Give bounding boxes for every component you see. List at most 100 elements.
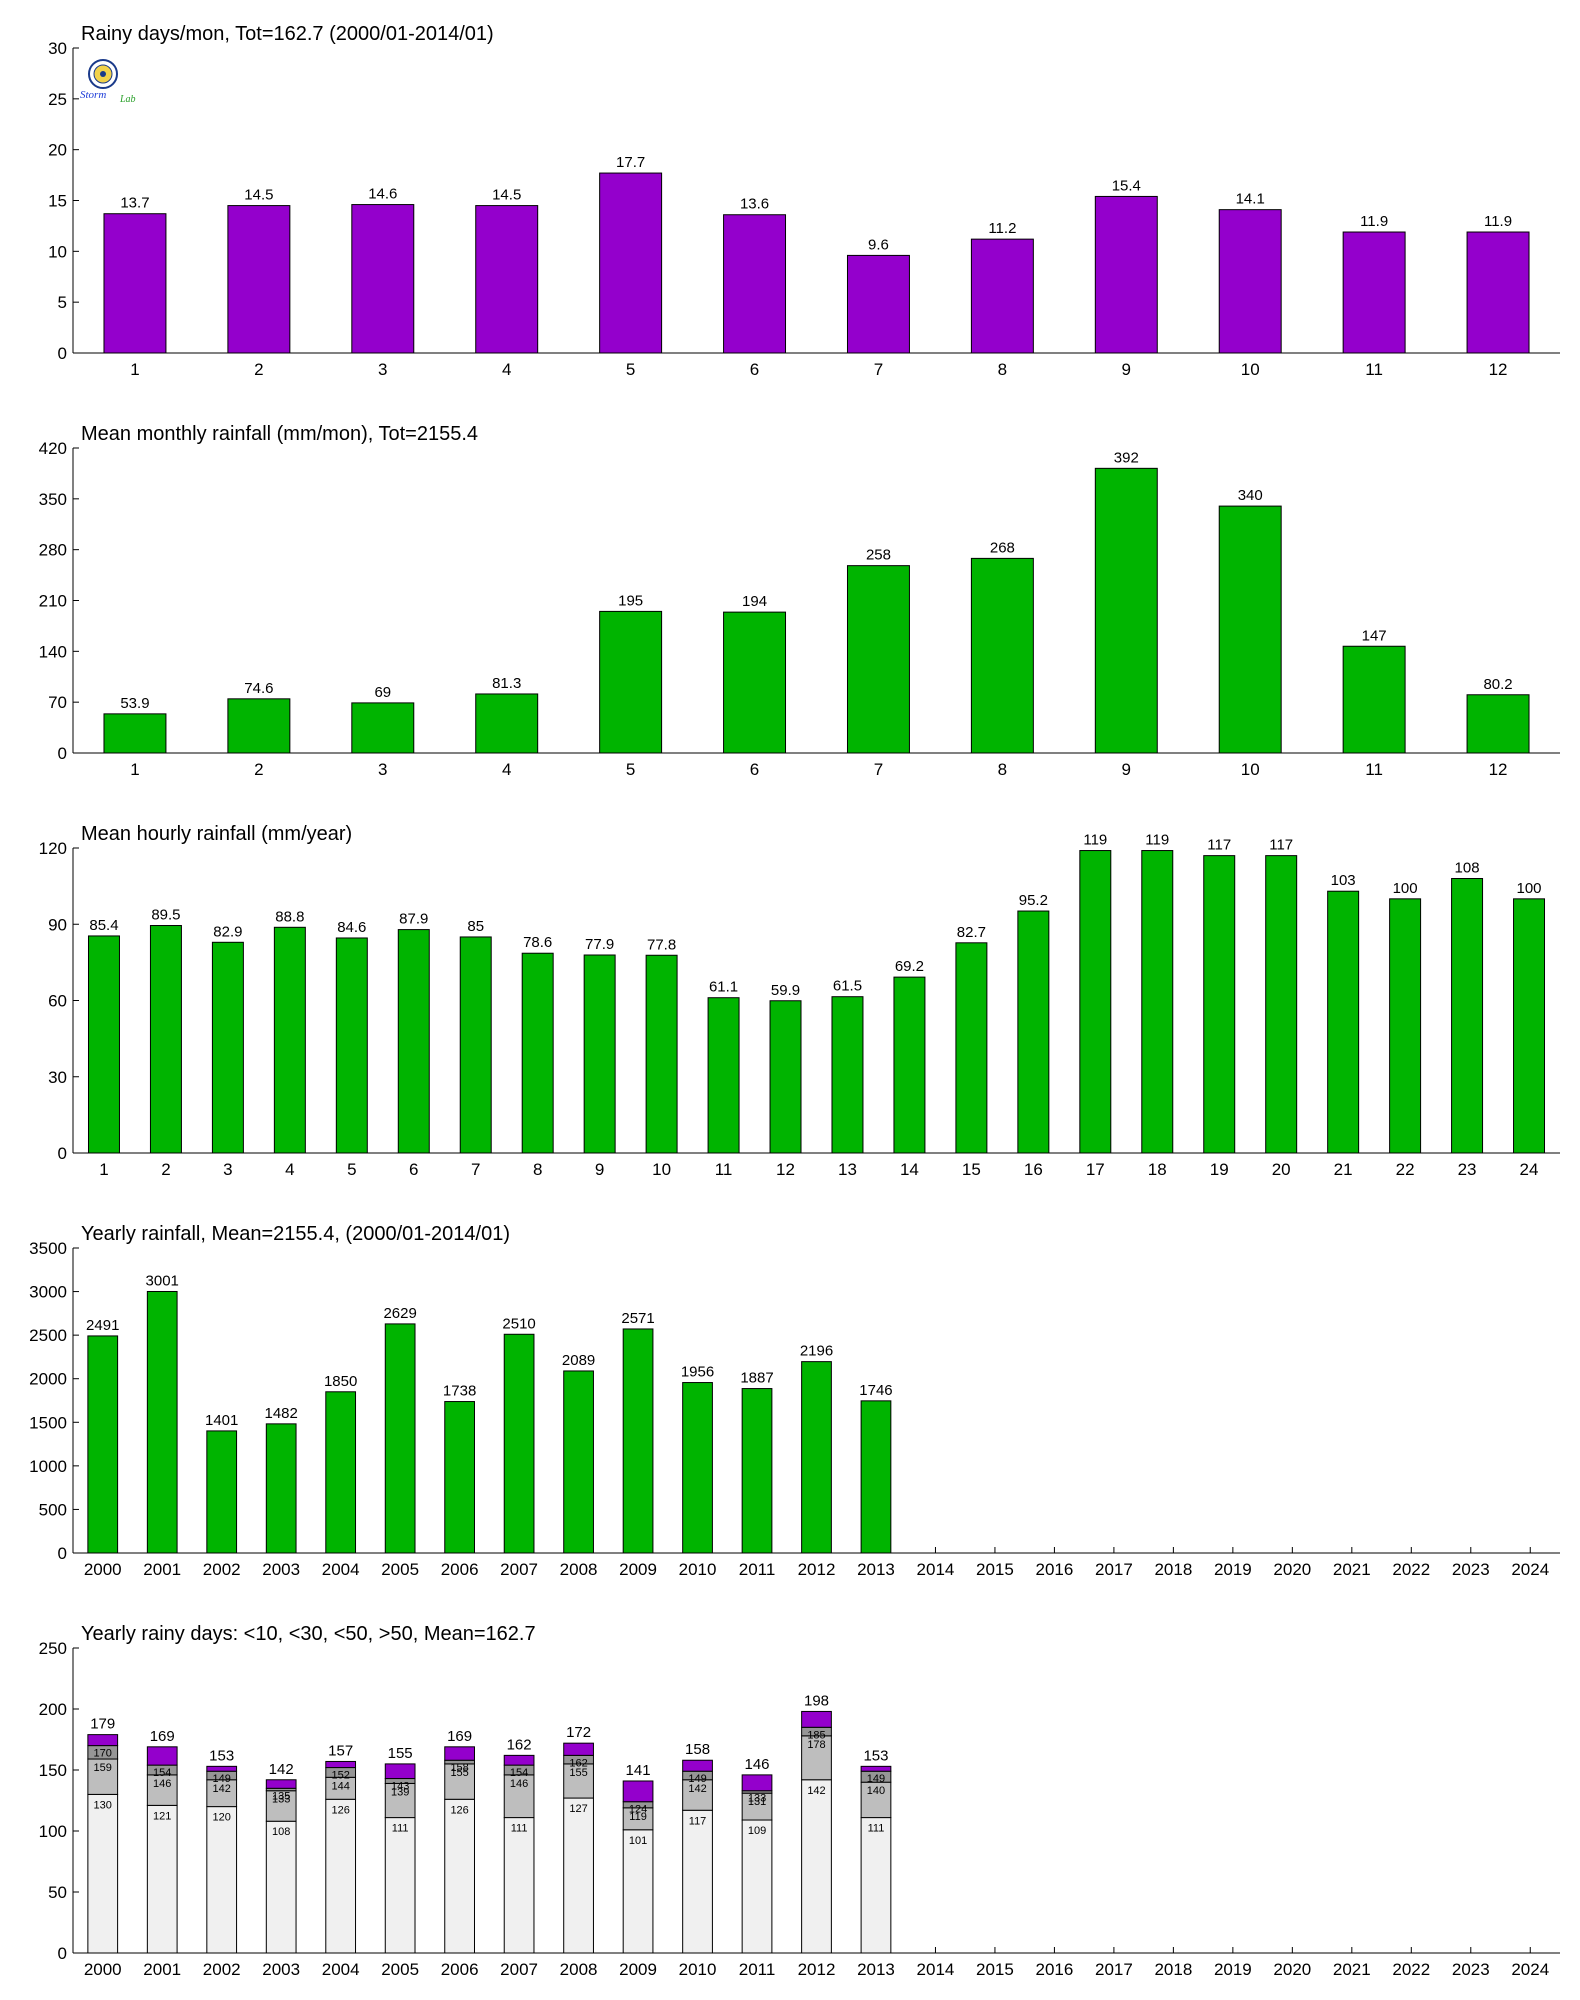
x-tick-label: 13 (838, 1160, 857, 1179)
x-tick-label: 2010 (679, 1960, 717, 1979)
bar (1203, 855, 1236, 1154)
y-tick-label: 25 (48, 90, 67, 109)
bar (265, 1423, 297, 1554)
chart-title: Mean hourly rainfall (mm/year) (81, 823, 352, 845)
x-tick-label: 22 (1396, 1160, 1415, 1179)
x-tick-label: 11 (1365, 760, 1383, 779)
bar (1218, 505, 1282, 754)
bar-total-label: 162 (507, 1736, 532, 1753)
x-tick-label: 2012 (798, 1560, 836, 1579)
chart-title: Yearly rainy days: <10, <30, <50, >50, M… (81, 1623, 536, 1645)
segment-label: 139 (391, 1786, 409, 1798)
bar-value-label: 11.9 (1360, 213, 1388, 230)
x-tick-label: 20 (1272, 1160, 1291, 1179)
bar (1342, 645, 1406, 754)
y-tick-label: 200 (39, 1700, 67, 1719)
bar (1513, 898, 1546, 1154)
bar-value-label: 2491 (86, 1317, 119, 1334)
bar-value-label: 1850 (324, 1373, 357, 1390)
bar-value-label: 53.9 (120, 695, 149, 712)
y-tick-label: 350 (39, 490, 67, 509)
bar-value-label: 2196 (800, 1343, 833, 1360)
bar-value-label: 81.3 (492, 675, 521, 692)
stack-segment-4 (206, 1765, 238, 1772)
x-tick-label: 2016 (1036, 1960, 1074, 1979)
x-tick-label: 2014 (917, 1960, 955, 1979)
segment-label: 149 (688, 1773, 706, 1785)
bar-value-label: 13.6 (740, 196, 769, 213)
bar-total-label: 157 (328, 1742, 353, 1759)
bar-value-label: 88.8 (275, 908, 304, 925)
bar-value-label: 77.8 (647, 936, 676, 953)
bar (335, 937, 368, 1154)
segment-label: 146 (510, 1778, 528, 1790)
bar-value-label: 119 (1145, 832, 1169, 849)
x-tick-label: 4 (502, 760, 511, 779)
bar-value-label: 100 (1393, 880, 1418, 897)
x-tick-label: 2023 (1452, 1960, 1490, 1979)
segment-label: 135 (272, 1790, 290, 1802)
stack-segment-2 (146, 1774, 178, 1806)
bar (893, 976, 926, 1154)
chart-2: Mean monthly rainfall (mm/mon), Tot=2155… (39, 423, 1560, 779)
bar-value-label: 1738 (443, 1383, 476, 1400)
stack-segment-4 (87, 1734, 119, 1747)
bar-value-label: 108 (1455, 860, 1480, 877)
bar-value-label: 95.2 (1019, 892, 1048, 909)
bar-value-label: 14.5 (244, 187, 273, 204)
bar (831, 996, 864, 1154)
bar-value-label: 340 (1238, 487, 1263, 504)
bar-value-label: 147 (1362, 627, 1387, 644)
bar (645, 954, 678, 1154)
x-tick-label: 2000 (84, 1960, 122, 1979)
x-tick-label: 9 (1122, 360, 1131, 379)
stack-segment-4 (265, 1779, 297, 1789)
y-tick-label: 2500 (29, 1326, 67, 1345)
y-tick-label: 15 (48, 192, 67, 211)
bar (273, 926, 306, 1154)
bar (970, 557, 1034, 754)
x-tick-label: 5 (626, 760, 635, 779)
stack-segment-1 (87, 1793, 119, 1954)
bar (1218, 209, 1282, 354)
x-tick-label: 2017 (1095, 1560, 1133, 1579)
segment-label: 111 (392, 1823, 409, 1835)
x-tick-label: 24 (1520, 1160, 1539, 1179)
bar-value-label: 2629 (383, 1305, 416, 1322)
stack-segment-4 (325, 1760, 357, 1769)
x-tick-label: 2007 (500, 1960, 538, 1979)
x-tick-label: 2018 (1154, 1960, 1192, 1979)
segment-label: 130 (94, 1799, 112, 1811)
bar (1466, 694, 1530, 754)
stack-segment-1 (325, 1798, 357, 1954)
y-tick-label: 100 (39, 1822, 67, 1841)
stack-segment-1 (801, 1779, 832, 1954)
bar (351, 702, 415, 754)
segment-label: 170 (94, 1748, 112, 1760)
bar-value-label: 268 (990, 539, 1015, 556)
bar-value-label: 89.5 (151, 907, 180, 924)
x-tick-label: 11 (715, 1160, 733, 1179)
x-tick-label: 12 (776, 1160, 795, 1179)
x-tick-label: 10 (1241, 760, 1260, 779)
bar-value-label: 119 (1083, 832, 1107, 849)
x-tick-label: 2024 (1511, 1560, 1549, 1579)
x-tick-label: 2000 (84, 1560, 122, 1579)
bar (707, 997, 740, 1154)
bar-value-label: 77.9 (585, 936, 614, 953)
bar (475, 693, 539, 754)
x-tick-label: 6 (409, 1160, 418, 1179)
y-tick-label: 150 (39, 1761, 67, 1780)
x-tick-label: 7 (874, 360, 883, 379)
bar (1389, 898, 1422, 1154)
bar (444, 1401, 475, 1554)
segment-label: 146 (153, 1778, 171, 1790)
x-tick-label: 6 (750, 760, 759, 779)
x-tick-label: 2011 (739, 1560, 776, 1579)
bar-total-label: 179 (90, 1716, 115, 1733)
x-tick-label: 2021 (1333, 1960, 1371, 1979)
y-tick-label: 70 (48, 693, 67, 712)
x-tick-label: 2019 (1214, 1560, 1252, 1579)
y-tick-label: 10 (48, 242, 67, 261)
x-tick-label: 2019 (1214, 1960, 1252, 1979)
